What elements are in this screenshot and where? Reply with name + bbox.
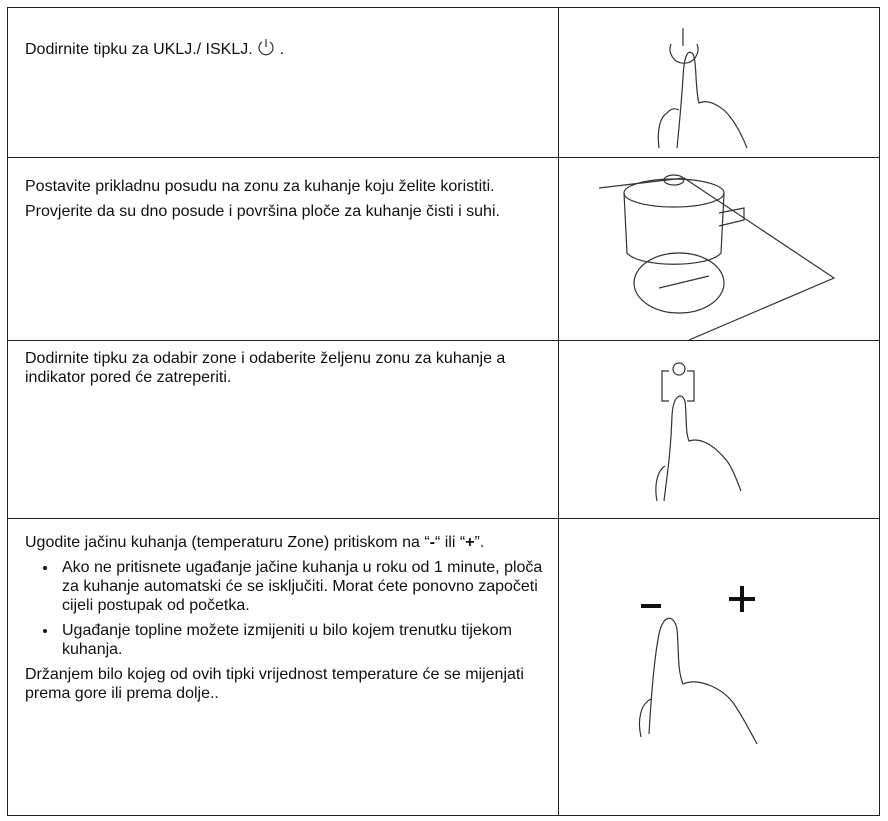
bullet: Ugađanje topline možete izmijeniti u bil… bbox=[58, 621, 548, 659]
bullet-list: Ako ne pritisnete ugađanje jačine kuhanj… bbox=[25, 558, 548, 659]
paragraph: Ugodite jačinu kuhanja (temperaturu Zone… bbox=[25, 533, 548, 552]
paragraph: Provjerite da su dno posude i površina p… bbox=[25, 203, 500, 220]
text: . bbox=[279, 41, 285, 58]
pot-illustration bbox=[598, 174, 836, 341]
power-hand-illustration bbox=[657, 28, 748, 149]
zone-hand-illustration bbox=[655, 362, 742, 502]
step-text: Postavite prikladnu posudu na zonu za ku… bbox=[7, 157, 559, 341]
bullet: Ako ne pritisnete ugađanje jačine kuhanj… bbox=[58, 558, 548, 615]
illustration-cell bbox=[558, 157, 880, 341]
paragraph: Postavite prikladnu posudu na zonu za ku… bbox=[25, 178, 495, 195]
illustration-cell bbox=[558, 340, 880, 519]
step-text: Dodirnite tipku za UKLJ./ ISKLJ. . bbox=[7, 7, 559, 158]
power-icon bbox=[258, 39, 274, 56]
illustration-cell bbox=[558, 518, 880, 816]
text: Ugodite jačinu kuhanja (temperaturu Zone… bbox=[25, 534, 430, 551]
text: ”. bbox=[474, 534, 485, 551]
paragraph: Držanjem bilo kojeg od ovih tipki vrijed… bbox=[25, 666, 524, 702]
paragraph: Dodirnite tipku za odabir zone i odaberi… bbox=[25, 350, 506, 386]
plus-minus-hand-illustration bbox=[638, 586, 758, 745]
text: Dodirnite tipku za UKLJ./ ISKLJ. bbox=[25, 41, 253, 58]
illustration-cell bbox=[558, 7, 880, 158]
plus-label: + bbox=[465, 534, 475, 551]
minus-label: - bbox=[429, 534, 435, 551]
text: “ ili “ bbox=[434, 534, 466, 551]
step-text: Dodirnite tipku za odabir zone i odaberi… bbox=[7, 340, 559, 519]
step-text: Ugodite jačinu kuhanja (temperaturu Zone… bbox=[7, 518, 559, 816]
